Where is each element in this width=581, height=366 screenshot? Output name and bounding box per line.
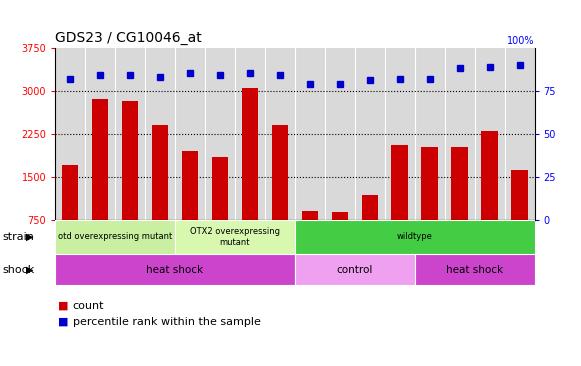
Bar (415, 254, 535, 285)
Bar (182, 151, 198, 220)
Bar (421, 147, 438, 220)
Bar (295, 220, 535, 254)
Bar (55, 220, 175, 254)
Text: count: count (73, 300, 104, 311)
Text: otd overexpressing mutant: otd overexpressing mutant (58, 232, 172, 242)
Bar (242, 88, 258, 220)
Bar (295, 254, 415, 285)
Text: GDS23 / CG10046_at: GDS23 / CG10046_at (55, 31, 202, 45)
Text: OTX2 overexpressing
mutant: OTX2 overexpressing mutant (190, 227, 280, 247)
Bar (332, 212, 348, 220)
Text: heat shock: heat shock (446, 265, 503, 275)
Bar (302, 211, 318, 220)
Text: shock: shock (3, 265, 35, 275)
Text: control: control (336, 265, 373, 275)
Text: ■: ■ (58, 317, 69, 327)
Text: wildtype: wildtype (397, 232, 433, 242)
Bar (55, 254, 295, 285)
Text: ■: ■ (58, 300, 69, 311)
Bar (152, 125, 168, 220)
Bar (392, 145, 408, 220)
Bar (361, 195, 378, 220)
Text: 100%: 100% (507, 36, 535, 46)
Text: strain: strain (3, 232, 35, 242)
Bar (122, 101, 138, 220)
Bar (62, 165, 78, 220)
Bar (511, 170, 528, 220)
Text: percentile rank within the sample: percentile rank within the sample (73, 317, 260, 327)
Bar (451, 147, 468, 220)
Text: ▶: ▶ (27, 232, 34, 242)
Bar (92, 99, 109, 220)
Text: heat shock: heat shock (146, 265, 203, 275)
Bar (175, 220, 295, 254)
Bar (481, 131, 498, 220)
Text: ▶: ▶ (27, 265, 34, 275)
Bar (272, 125, 288, 220)
Bar (211, 157, 228, 220)
